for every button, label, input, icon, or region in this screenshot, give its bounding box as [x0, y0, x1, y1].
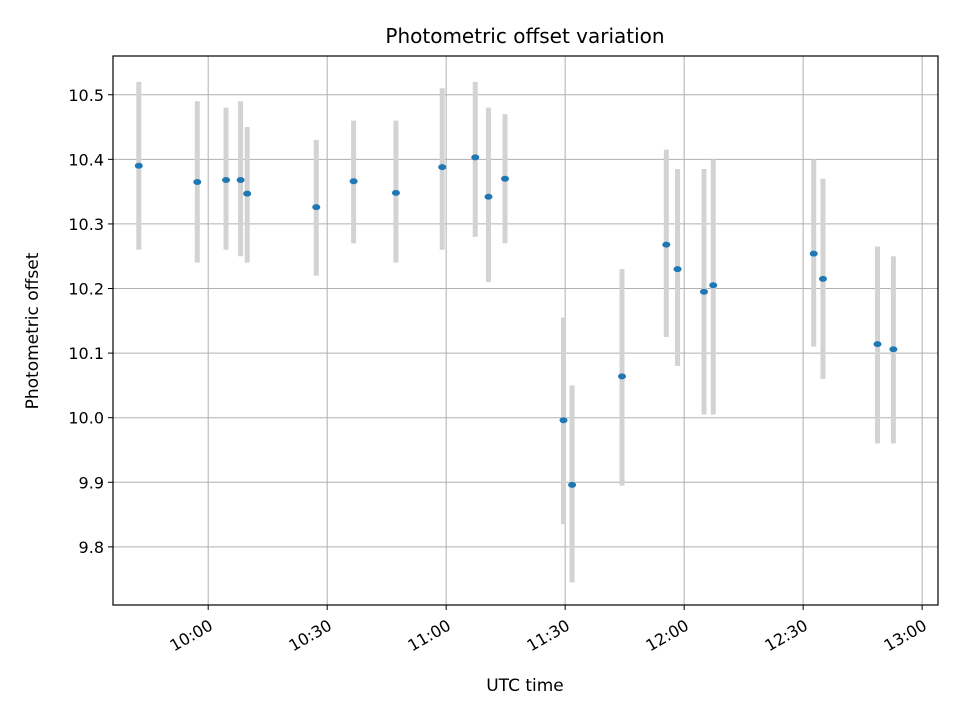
x-axis-label: UTC time — [486, 676, 564, 696]
grid — [113, 56, 938, 605]
data-point — [391, 189, 400, 196]
data-point — [471, 154, 480, 161]
y-tick-label: 9.9 — [79, 473, 104, 492]
y-tick-label: 10.4 — [68, 150, 104, 169]
chart-title: Photometric offset variation — [385, 24, 664, 48]
data-point — [662, 241, 671, 248]
data-point — [889, 346, 898, 353]
data-point — [818, 275, 827, 282]
data-point — [484, 193, 493, 200]
data-point — [709, 282, 718, 289]
data-point — [699, 288, 708, 295]
y-tick-label: 10.5 — [68, 86, 104, 105]
data-point — [501, 175, 510, 182]
plot-frame — [112, 55, 939, 606]
data-points — [134, 154, 898, 488]
data-point — [673, 266, 682, 273]
data-point — [222, 177, 231, 184]
data-point — [568, 481, 577, 488]
y-tick-label: 10.3 — [68, 215, 104, 234]
data-point — [618, 373, 627, 380]
data-point — [243, 190, 252, 197]
data-point — [312, 204, 321, 211]
data-point — [236, 177, 245, 184]
y-axis-label: Photometric offset — [23, 252, 43, 409]
y-axis-ticks: 9.8 9.9 10.0 10.1 10.2 10.3 10.4 10.5 — [68, 86, 113, 557]
data-point — [809, 250, 818, 257]
data-point — [559, 417, 568, 424]
data-point — [873, 341, 882, 348]
data-point — [438, 164, 447, 171]
data-point — [193, 178, 202, 185]
data-point — [134, 162, 143, 169]
y-tick-label: 10.2 — [68, 280, 104, 299]
y-tick-label: 10.1 — [68, 344, 104, 363]
data-point — [349, 178, 358, 185]
y-tick-label: 10.0 — [68, 409, 104, 428]
y-tick-label: 9.8 — [79, 538, 104, 557]
